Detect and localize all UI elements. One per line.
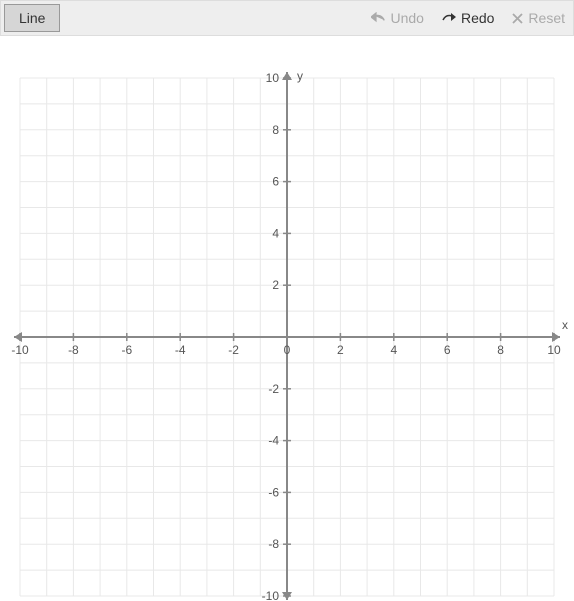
close-icon — [512, 13, 523, 24]
svg-text:10: 10 — [547, 343, 561, 357]
svg-text:y: y — [297, 69, 303, 83]
svg-text:-6: -6 — [121, 343, 132, 357]
svg-text:8: 8 — [272, 123, 279, 137]
svg-text:x: x — [562, 318, 568, 332]
svg-text:4: 4 — [390, 343, 397, 357]
svg-text:0: 0 — [284, 343, 291, 357]
svg-text:4: 4 — [272, 226, 279, 240]
svg-text:8: 8 — [497, 343, 504, 357]
redo-icon — [442, 12, 456, 24]
chart-svg: -10-8-6-4-20246810-10-8-6-4-2246810xy — [0, 36, 574, 601]
svg-text:2: 2 — [337, 343, 344, 357]
svg-text:-2: -2 — [268, 382, 279, 396]
reset-button[interactable]: Reset — [512, 10, 565, 26]
svg-text:10: 10 — [266, 71, 280, 85]
svg-text:-6: -6 — [268, 485, 279, 499]
reset-label: Reset — [528, 10, 565, 26]
svg-text:-10: -10 — [11, 343, 29, 357]
svg-text:-4: -4 — [268, 434, 279, 448]
svg-text:-2: -2 — [228, 343, 239, 357]
svg-text:-10: -10 — [262, 589, 280, 601]
svg-text:-8: -8 — [68, 343, 79, 357]
redo-button[interactable]: Redo — [442, 10, 494, 26]
line-tool-label: Line — [19, 10, 45, 26]
toolbar: Line Undo Redo Reset — [0, 0, 574, 36]
svg-text:-4: -4 — [175, 343, 186, 357]
undo-label: Undo — [390, 10, 423, 26]
svg-text:-8: -8 — [268, 537, 279, 551]
svg-text:6: 6 — [444, 343, 451, 357]
line-tool-button[interactable]: Line — [4, 4, 60, 32]
coordinate-plane[interactable]: -10-8-6-4-20246810-10-8-6-4-2246810xy — [0, 36, 574, 601]
svg-text:2: 2 — [272, 278, 279, 292]
redo-label: Redo — [461, 10, 494, 26]
undo-button[interactable]: Undo — [371, 10, 423, 26]
undo-icon — [371, 12, 385, 24]
svg-text:6: 6 — [272, 175, 279, 189]
